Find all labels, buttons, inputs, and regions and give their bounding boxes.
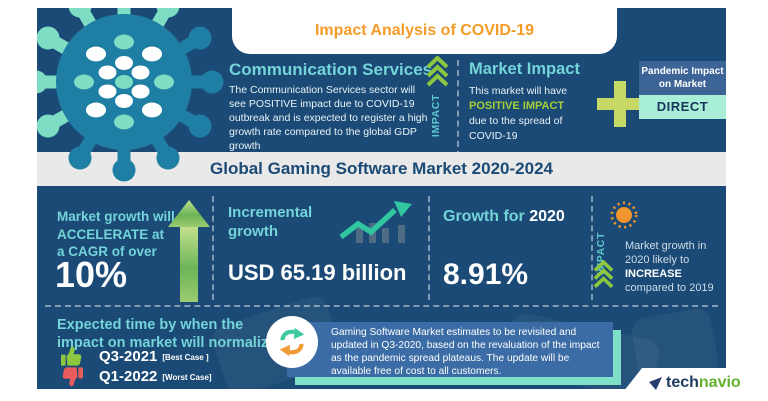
outlook-highlight: INCREASE: [625, 267, 682, 280]
cagr-text: Market growth will ACCELERATE at a CAGR …: [57, 208, 175, 261]
thumbs-down-icon: [62, 366, 83, 386]
incremental-growth-line: growth: [228, 222, 278, 240]
normalize-heading-line: impact on market will normalize: [57, 334, 277, 351]
best-case-label: [Best Case ]: [162, 353, 209, 362]
worst-case-label: [Worst Case]: [162, 373, 212, 382]
market-impact-highlight: POSITIVE IMPACT: [469, 99, 565, 112]
logo-text-tech: tech: [666, 374, 699, 391]
normalize-heading: Expected time by when the impact on mark…: [57, 317, 276, 352]
horizontal-divider: [45, 305, 718, 307]
technavio-logo: tech navio: [648, 374, 741, 392]
pandemic-impact-box: Pandemic Impact on Market DIRECT: [639, 61, 726, 119]
technavio-triangle-icon: [649, 376, 662, 390]
growth-2020-label: Growth for 2020: [443, 208, 565, 226]
outlook-line: Market growth in: [625, 240, 707, 252]
note-box: Gaming Software Market estimates to be r…: [287, 322, 613, 377]
logo-wedge: tech navio: [616, 368, 768, 401]
main-title: Impact Analysis of COVID-19: [314, 22, 535, 39]
stats-divider: [212, 196, 214, 300]
outlook-line: 2020 likely to: [625, 253, 690, 266]
market-impact-line: This market will have: [469, 85, 568, 97]
cagr-line: ACCELERATE at: [57, 226, 165, 242]
cagr-line: Market growth will: [57, 209, 175, 224]
note-text: Gaming Software Market estimates to be r…: [331, 327, 600, 377]
market-title: Global Gaming Software Market 2020-2024: [210, 159, 553, 178]
growth-2020-value: 8.91%: [443, 258, 529, 291]
thumbs-up-icon: [61, 346, 82, 366]
plus-icon: [597, 81, 643, 127]
market-title-band: Global Gaming Software Market 2020-2024: [37, 152, 726, 186]
increase-up-chevrons-icon: [593, 260, 614, 289]
normalize-heading-line: Expected time by when the: [57, 317, 244, 333]
worst-case-row: Q1-2022 [Worst Case]: [61, 365, 212, 387]
outlook-text: Market growth in 2020 likely to INCREASE…: [625, 240, 725, 296]
market-impact-heading: Market Impact: [469, 60, 580, 78]
incremental-growth-line: Incremental: [228, 204, 313, 221]
impact-vertical-label: IMPACT: [430, 94, 442, 138]
cagr-line: a CAGR of over: [57, 244, 157, 260]
communication-services-heading: Communication Services: [229, 60, 433, 79]
header-divider: [457, 60, 459, 157]
pandemic-impact-label: Pandemic Impact on Market: [639, 61, 726, 95]
growth-up-arrow-icon: [168, 200, 210, 302]
stats-divider: [591, 196, 593, 300]
refresh-icon: [266, 316, 318, 368]
incremental-growth-label: Incremental growth: [228, 204, 312, 242]
outlook-line: compared to 2019: [625, 281, 714, 294]
logo-text-navio: navio: [698, 374, 741, 391]
market-impact-line: due to the spread of: [469, 115, 563, 128]
pandemic-impact-value: DIRECT: [639, 95, 726, 119]
best-case-value: Q3-2021: [99, 347, 158, 365]
communication-services-body: The Communication Services sector will s…: [229, 84, 428, 152]
best-case-row: Q3-2021 [Best Case ]: [61, 345, 209, 367]
incremental-growth-value: USD 65.19 billion: [228, 260, 407, 285]
cagr-value: 10%: [55, 254, 128, 295]
market-impact-line: COVID-19: [469, 129, 518, 142]
worst-case-value: Q1-2022: [99, 367, 158, 385]
virus-sun-icon: [610, 201, 638, 229]
market-impact-body: This market will have POSITIVE IMPACT du…: [469, 84, 567, 143]
trend-line-icon: [339, 201, 412, 243]
stats-divider: [428, 196, 430, 300]
impact-up-chevrons-icon: [426, 56, 449, 87]
title-banner: Impact Analysis of COVID-19: [232, 8, 617, 54]
coronavirus-icon: [37, 8, 224, 182]
infographic-content: Impact Analysis of COVID-19 Communicatio…: [37, 8, 726, 389]
growth-label-prefix: Growth for: [443, 208, 530, 225]
growth-label-year: 2020: [529, 208, 565, 225]
